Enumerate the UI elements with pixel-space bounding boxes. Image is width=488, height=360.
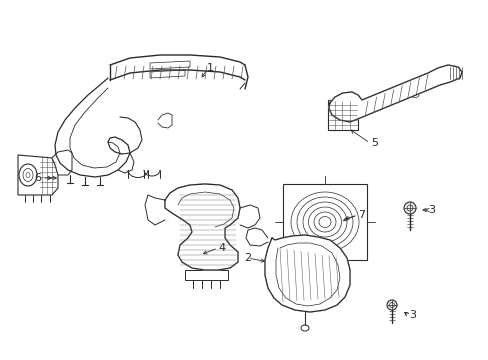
Text: 5: 5 — [371, 138, 378, 148]
Ellipse shape — [301, 325, 308, 331]
Text: 1: 1 — [206, 63, 213, 73]
Text: 2: 2 — [244, 253, 251, 263]
Ellipse shape — [386, 300, 396, 310]
Text: 4: 4 — [218, 243, 225, 253]
Text: 7: 7 — [358, 210, 365, 220]
Polygon shape — [164, 184, 240, 270]
Text: 3: 3 — [408, 310, 416, 320]
Text: 3: 3 — [427, 205, 435, 215]
Text: 6: 6 — [35, 173, 41, 183]
Polygon shape — [328, 65, 461, 122]
Polygon shape — [264, 235, 349, 312]
Ellipse shape — [403, 202, 415, 214]
Ellipse shape — [19, 164, 37, 186]
Polygon shape — [18, 155, 58, 195]
Polygon shape — [283, 184, 366, 260]
